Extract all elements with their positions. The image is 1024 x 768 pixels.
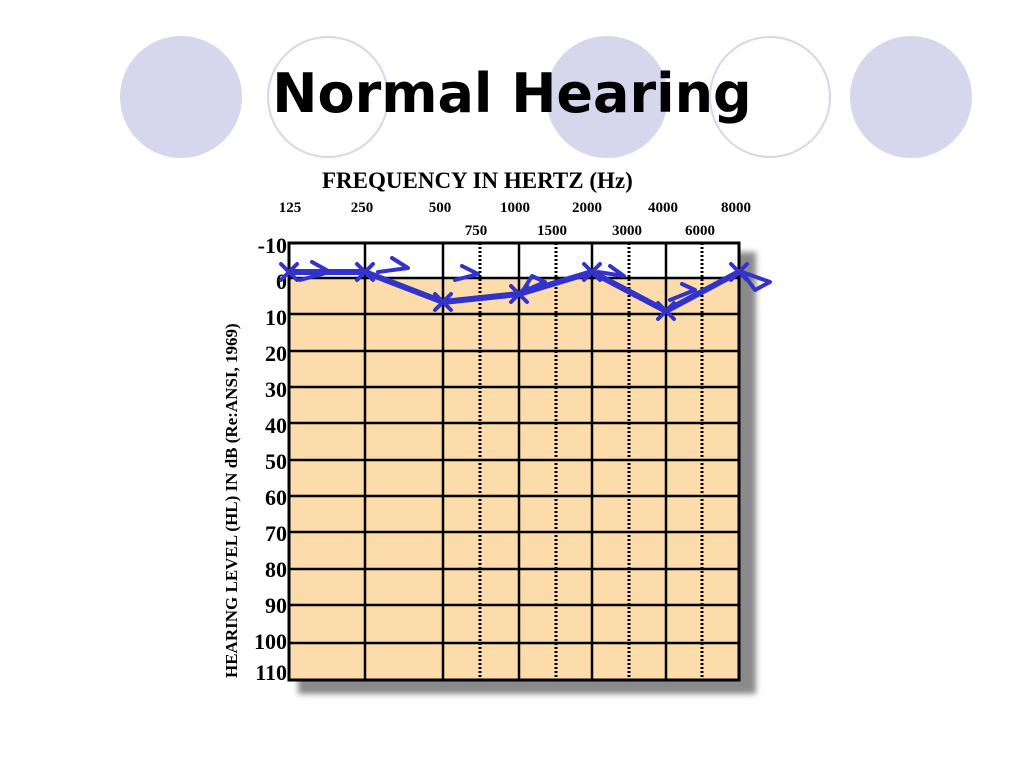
y-tick: 20 [265,341,287,366]
x-tick-1500: 1500 [537,223,567,239]
x-tick-1000: 1000 [500,200,530,216]
y-tick: -10 [257,233,287,258]
y-tick: 30 [265,377,287,402]
dotted-gridlines [478,243,704,680]
slide-title: Normal Hearing [272,62,752,125]
y-tick: 40 [265,413,287,438]
y-tick: 80 [265,557,287,582]
decor-circle-1 [120,36,242,158]
x-tick-4000: 4000 [648,200,678,216]
y-tick: 110 [255,660,287,685]
y-tick: 100 [254,629,287,654]
x-tick-125: 125 [278,200,302,216]
x-tick-250: 250 [350,200,374,216]
y-tick: 90 [265,593,287,618]
x-tick-6000: 6000 [685,223,715,239]
y-tick: 50 [265,449,287,474]
decor-circle-3 [546,36,668,158]
decor-circle-2 [267,36,389,158]
left-ear-markers [298,256,772,302]
y-tick: 60 [265,485,287,510]
y-tick: 70 [265,521,287,546]
y-tick: 10 [265,305,287,330]
x-tick-2000: 2000 [572,200,602,216]
x-axis-title: FREQUENCY IN HERTZ (Hz) [322,168,633,193]
decor-circle-5 [850,36,972,158]
plot-border [287,241,741,682]
x-tick-3000: 3000 [612,223,642,239]
decor-circle-4 [709,36,831,158]
x-tick-8000: 8000 [721,200,751,216]
vertical-gridlines [363,243,668,680]
x-tick-500: 500 [428,200,452,216]
x-tick-750: 750 [464,223,488,239]
